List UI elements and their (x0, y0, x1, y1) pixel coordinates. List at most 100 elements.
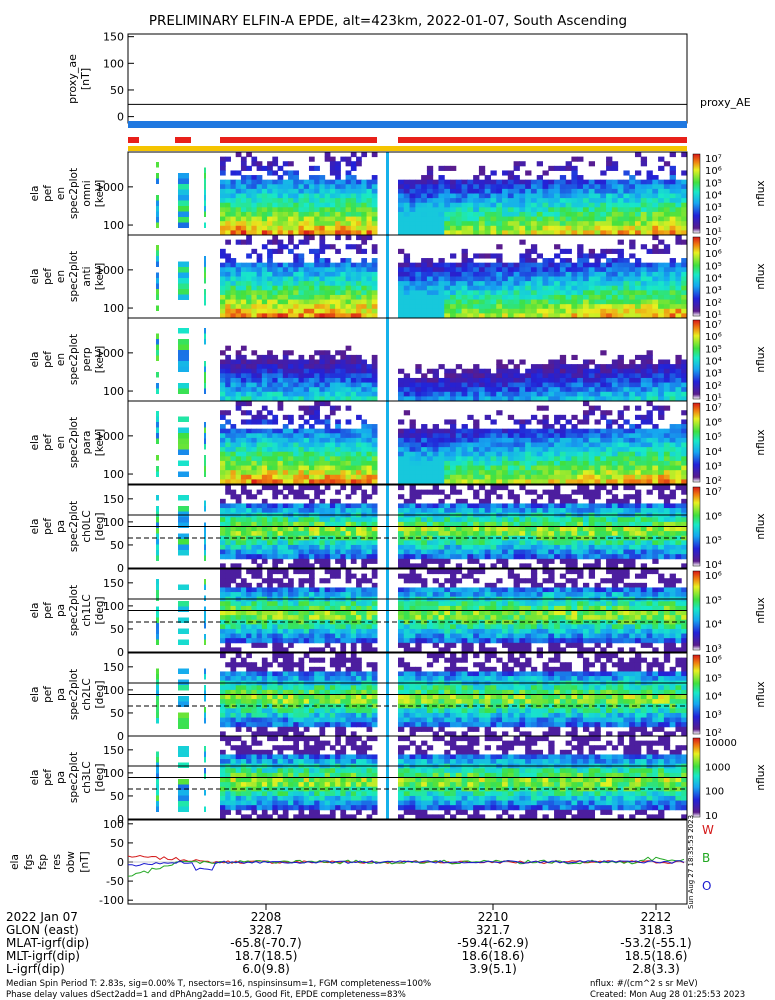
colorbar (692, 236, 701, 317)
colorbar-tick-label: 10⁷ (705, 237, 722, 248)
proxy-ae-frame (127, 33, 688, 124)
panel-ylabel-line: [deg] (94, 513, 106, 541)
panel-perp-image (156, 318, 688, 402)
panel-ylabel-line: [keV] (94, 263, 106, 291)
panel-ylabel-line: ela (29, 603, 41, 619)
panel-ylabel-line: spec2plot (68, 585, 80, 636)
footer-row-label: MLAT-igrf(dip) (6, 936, 89, 950)
colorbar-tick-label: 10⁶ (705, 166, 722, 177)
footer-note-left-1: Median Spin Period T: 2.83s, sig=0.00% T… (6, 979, 431, 989)
panel-ylabel-line: pef (42, 686, 54, 703)
fgs-tick-label: 50 (110, 837, 124, 850)
colorbar (692, 654, 701, 735)
panel-ylabel-line: spec2plot (68, 669, 80, 720)
panel-ylabel-line: pa (55, 520, 67, 533)
ae-tick-label: 50 (110, 84, 124, 97)
fgs-ylabel-line: res (51, 854, 63, 870)
colorbar-tick-label: 10⁶ (705, 571, 722, 582)
panel-ylabel-line: ela (29, 269, 41, 285)
footer-row-value: 318.3 (639, 923, 673, 937)
footer-row-value: 3.9(5.1) (469, 962, 517, 976)
fgs-b-trace (127, 856, 685, 877)
colorbar-label: nflux (755, 513, 767, 539)
colorbar-tick-label: 10⁷ (705, 320, 722, 331)
proxy-ae-ylabel-1: proxy_ae (66, 54, 79, 104)
y-tick-label: 1000 (96, 347, 124, 360)
colorbar-tick-label: 10² (705, 215, 722, 226)
science-zone-4 (398, 137, 687, 143)
y-tick-label: 150 (103, 493, 124, 506)
fgs-ylabel-line: fsp (37, 854, 49, 870)
colorbar-label: nflux (755, 597, 767, 623)
colorbar-label: nflux (755, 346, 767, 372)
panel-ylabel-line: [keV] (94, 429, 106, 457)
panel-ylabel-line: spec2plot (68, 251, 80, 302)
panel-ylabel-line: ch0LC (81, 510, 93, 542)
science-zone-3 (220, 137, 377, 143)
fgs-y-ticks: 100 50 0 -50 -100 (99, 818, 133, 907)
footer-note-right-2: Created: Mon Aug 28 01:25:53 2023 (590, 990, 745, 1000)
y-tick-label: 1000 (96, 181, 124, 194)
proxy-ae-y-ticks: 150 100 50 0 (103, 31, 134, 124)
colorbar-tick-label: 10³ (705, 203, 722, 214)
colorbar-tick-label: 10⁵ (705, 178, 722, 189)
fgs-tick-label: -100 (99, 894, 124, 907)
footer-row-value: 2208 (251, 910, 282, 924)
y-tick-label: 50 (110, 790, 124, 803)
colorbar (692, 486, 701, 567)
panel-ylabel-line: pef (42, 268, 54, 285)
ae-tick-label: 150 (103, 31, 124, 44)
colorbar-tick-label: 10⁶ (705, 418, 722, 429)
colorbar-tick-label: 10⁵ (705, 595, 722, 606)
footer-row-value: 2210 (478, 910, 509, 924)
colorbar (692, 737, 701, 818)
panel-ylabel-line: pef (42, 351, 54, 368)
panel-frame (127, 400, 688, 485)
footer-row-label: 2022 Jan 07 (6, 910, 78, 924)
science-zone-1 (128, 137, 139, 143)
fgs-ylabel-line: ela (9, 854, 21, 870)
panel-ylabel-line: spec2plot (68, 334, 80, 385)
proxy-ae-legend: proxy_AE (700, 96, 751, 109)
panel-ylabel-line: pef (42, 434, 54, 451)
colorbar-tick-label: 10³ (705, 461, 722, 472)
panel-ylabel-line: ch2LC (81, 678, 93, 710)
colorbar-label: nflux (755, 180, 767, 206)
footer-row-label: MLT-igrf(dip) (6, 949, 80, 963)
footer-row-value: 2212 (641, 910, 672, 924)
colorbar-tick-label: 10⁶ (705, 249, 722, 260)
panel-ylabel-line: [deg] (94, 681, 106, 709)
panel-ylabel-line: ela (29, 687, 41, 703)
y-tick-label: 100 (103, 468, 124, 481)
proxy-ae-ylabel-2: [nT] (79, 68, 92, 90)
fgs-tick-label: 100 (103, 818, 124, 831)
panel-ylabel-line: [keV] (94, 180, 106, 208)
footer-row-value: 18.5(18.6) (625, 949, 688, 963)
colorbar-tick-label: 10² (705, 381, 722, 392)
y-tick-label: 1000 (96, 264, 124, 277)
colorbar-tick-label: 10³ (705, 369, 722, 380)
colorbar-tick-label: 10¹ (705, 227, 722, 238)
panel-ylabel-line: pef (42, 185, 54, 202)
y-tick-label: 100 (103, 600, 124, 613)
science-zone-2 (175, 137, 191, 143)
colorbar-tick-label: 10³ (705, 710, 722, 721)
colorbar-tick-label: 10² (705, 728, 722, 739)
colorbar-tick-label: 1000 (705, 762, 730, 773)
footer-note-right-1: nflux: #/(cm^2 s sr MeV) (590, 979, 698, 989)
panel-ch2LC: 150 100 50 0 ela pef pa spec2plot ch2LC [deg] 10⁶ 1… (29, 652, 767, 743)
footer-row-value: 328.7 (249, 923, 283, 937)
panel-ylabel-line: [keV] (94, 346, 106, 374)
panel-ylabel-line: ela (29, 770, 41, 786)
y-tick-label: 0 (117, 562, 124, 575)
ae-tick-label: 0 (117, 111, 124, 124)
colorbar-tick-label: 10⁴ (705, 560, 722, 571)
footer-row-value: 2.8(3.3) (632, 962, 680, 976)
orbit-footer: 2022 Jan 07 2208 2210 2212 GLON (east) 328.7 3… (6, 904, 692, 976)
colorbar-tick-label: 10⁴ (705, 620, 722, 631)
y-tick-label: 1000 (96, 430, 124, 443)
colorbar-tick-label: 10⁷ (705, 487, 722, 498)
fgs-tick-label: 0 (117, 856, 124, 869)
